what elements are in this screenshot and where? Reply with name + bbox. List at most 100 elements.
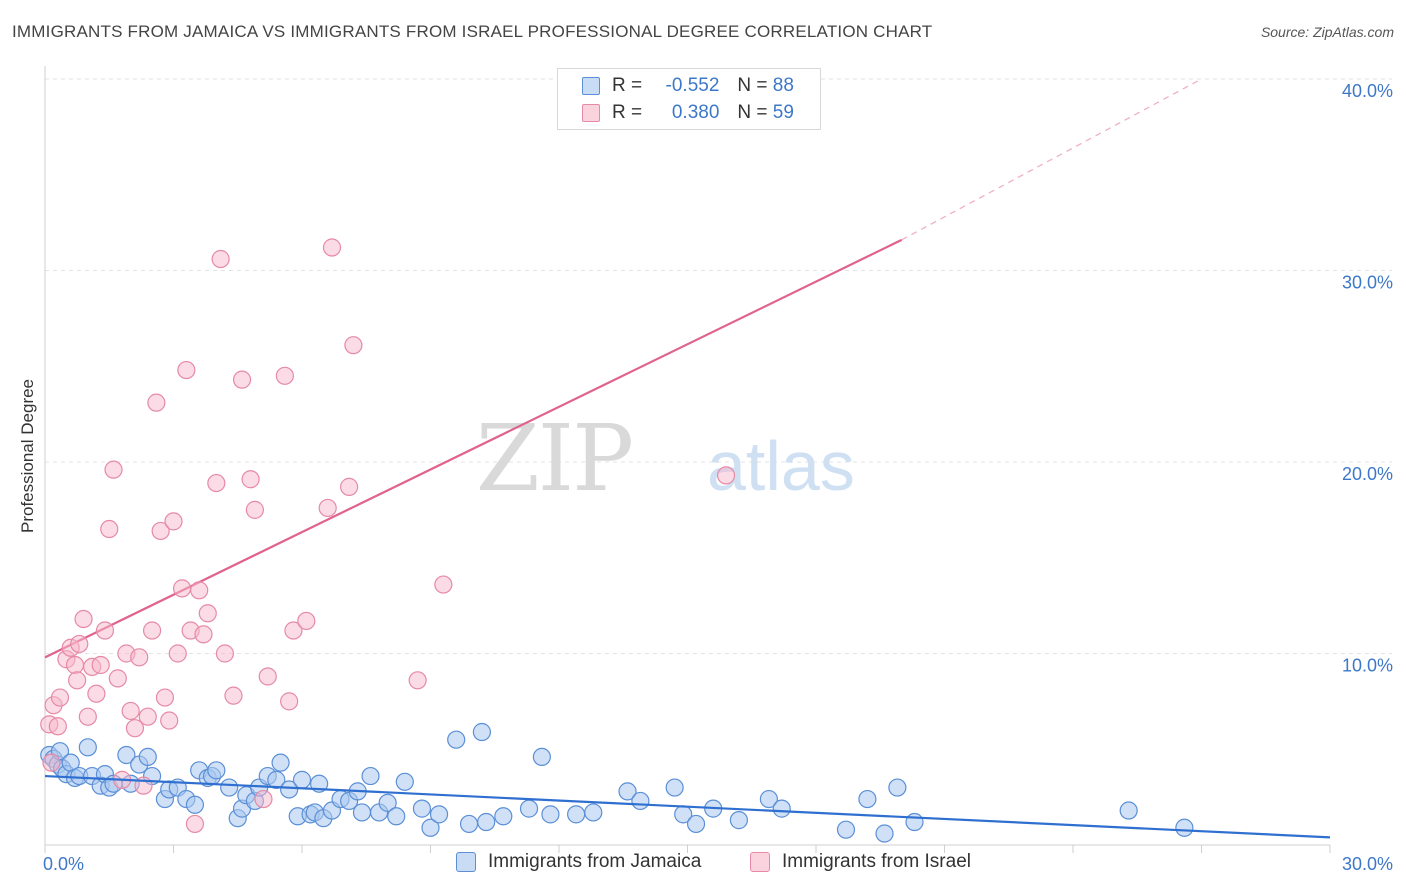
jamaica-point	[858, 789, 877, 809]
israel-point	[254, 789, 273, 809]
y-tick-label: 20.0%	[1342, 464, 1393, 484]
legend-n-value: 88	[772, 75, 794, 96]
bottom-legend-label: Immigrants from Jamaica	[488, 851, 702, 872]
israel-point	[344, 336, 363, 355]
israel-point	[190, 581, 209, 600]
israel-point	[74, 609, 93, 629]
jamaica-point	[185, 795, 205, 814]
jamaica-point	[567, 805, 586, 824]
israel-point	[194, 625, 213, 644]
legend-swatch-jamaica	[582, 77, 600, 95]
bottom-legend-label: Immigrants from Israel	[782, 851, 971, 872]
y-tick-label: 30.0%	[1342, 273, 1393, 293]
x-tick-label: 30.0%	[1342, 854, 1393, 874]
watermark-zip: ZIP	[476, 405, 632, 512]
jamaica-point	[686, 814, 706, 834]
israel-point	[164, 512, 183, 531]
israel-point	[322, 238, 342, 257]
gridlines	[45, 78, 1392, 654]
israel-point	[207, 473, 226, 493]
israel-point	[198, 604, 217, 623]
legend-n-label: N =	[737, 75, 768, 96]
jamaica-point	[378, 793, 397, 812]
israel-point	[297, 611, 316, 631]
israel-point	[78, 707, 97, 726]
israel-point	[130, 648, 149, 667]
israel-point	[275, 366, 294, 385]
israel-point	[142, 621, 162, 640]
x-tick-labels: 0.0% 30.0%	[43, 854, 1393, 874]
israel-point	[125, 719, 145, 738]
legend-n-value: 59	[772, 102, 794, 123]
trend-jamaica	[44, 774, 1331, 839]
legend-r-label: R =	[612, 75, 643, 96]
jamaica-point	[1119, 801, 1138, 820]
jamaica-point	[138, 747, 157, 767]
israel-point	[340, 477, 359, 496]
y-tick-label: 40.0%	[1342, 81, 1393, 101]
jamaica-point	[772, 799, 791, 818]
israel-point	[138, 707, 157, 726]
watermark-atlas: atlas	[707, 427, 855, 505]
israel-point	[65, 655, 85, 675]
israel-point	[95, 621, 115, 640]
israel-point	[155, 688, 175, 707]
israel-point	[408, 671, 427, 690]
israel-point	[258, 667, 277, 686]
israel-point	[160, 711, 179, 730]
israel-point	[434, 575, 453, 594]
jamaica-point	[631, 791, 650, 811]
y-axis-label: Professional Degree	[18, 379, 37, 533]
legend-r-value: -0.552	[665, 75, 720, 96]
israel-point	[172, 579, 192, 598]
stats-legend: R = -0.552 N = 88 R = 0.380 N = 59	[557, 68, 821, 130]
israel-point	[87, 684, 106, 703]
watermark: ZIP atlas	[476, 405, 855, 512]
jamaica-point	[541, 805, 560, 824]
jamaica-point	[207, 761, 226, 780]
jamaica-point	[387, 807, 406, 826]
jamaica-point	[665, 778, 684, 797]
bottom-swatch-jamaica	[456, 852, 476, 872]
israel-point	[232, 370, 252, 389]
jamaica-point	[447, 730, 466, 749]
jamaica-point	[117, 745, 136, 765]
jamaica-point	[395, 772, 414, 791]
jamaica-point	[352, 803, 372, 822]
israel-point	[716, 466, 736, 485]
jamaica-point	[888, 778, 907, 797]
legend-row-jamaica: R = -0.552 N = 88	[582, 73, 794, 99]
israel-point	[215, 644, 234, 663]
bottom-legend-israel: Immigrants from Israel	[750, 851, 971, 873]
jamaica-point	[220, 778, 239, 797]
jamaica-point	[412, 799, 432, 818]
jamaica-point	[1175, 818, 1194, 837]
legend-row-israel: R = 0.380 N = 59	[582, 100, 794, 126]
jamaica-point	[429, 805, 449, 824]
jamaica-point	[905, 812, 924, 832]
israel-point	[168, 644, 187, 663]
jamaica-point	[836, 820, 856, 839]
legend-r-label: R =	[612, 102, 643, 123]
jamaica-point	[584, 803, 603, 822]
jamaica-point	[729, 811, 749, 830]
chart-title: IMMIGRANTS FROM JAMAICA VS IMMIGRANTS FR…	[12, 22, 933, 41]
israel-point	[284, 621, 303, 640]
israel-point	[224, 686, 243, 705]
israel-point	[70, 634, 89, 654]
jamaica-point	[280, 780, 299, 799]
israel-point	[185, 814, 205, 834]
jamaica-point	[292, 770, 312, 789]
jamaica-point	[267, 770, 286, 789]
israel-point	[318, 498, 337, 518]
israel-point	[108, 669, 127, 688]
jamaica-point	[618, 782, 637, 801]
israel-point	[91, 655, 110, 675]
jamaica-point	[759, 789, 778, 809]
israel-point	[68, 671, 87, 690]
israel-point	[50, 688, 70, 707]
series-israel	[40, 238, 736, 834]
axes	[44, 66, 1331, 853]
jamaica-trend-line	[44, 774, 1331, 839]
